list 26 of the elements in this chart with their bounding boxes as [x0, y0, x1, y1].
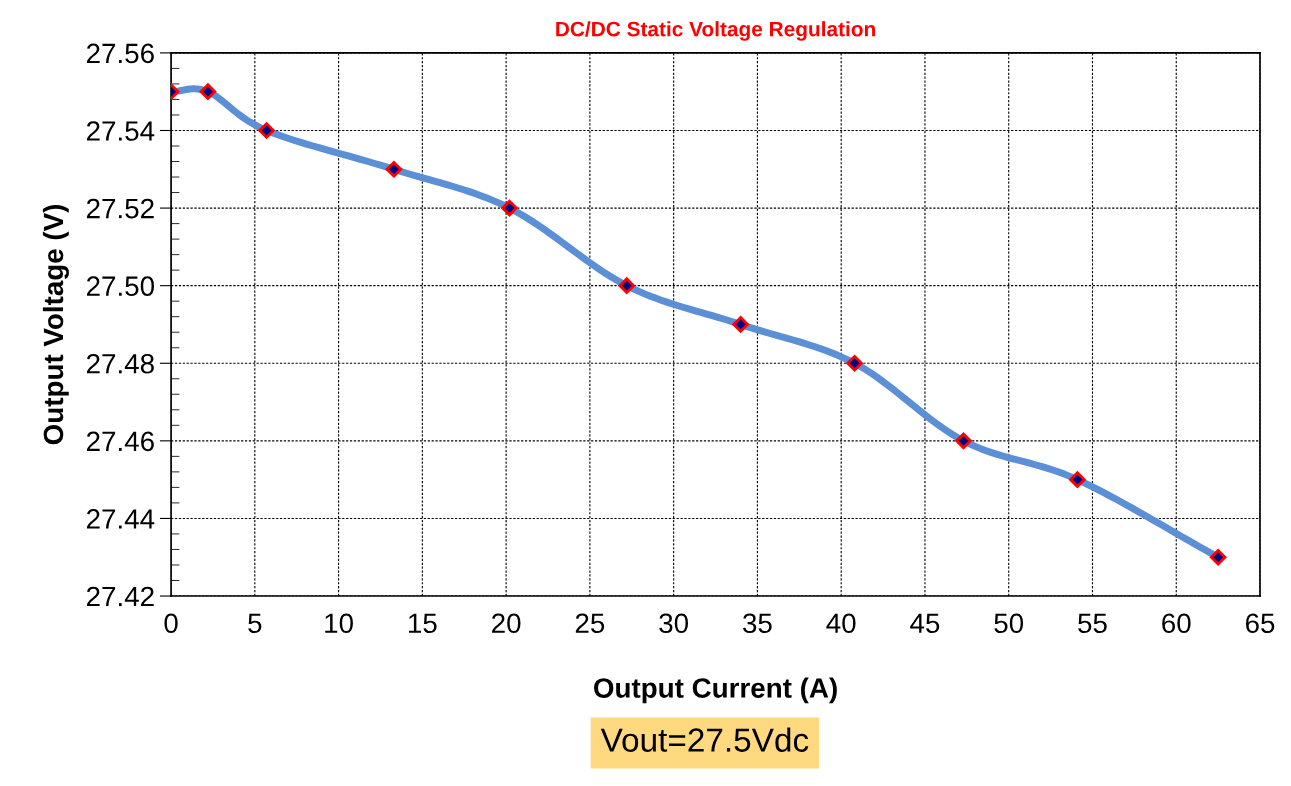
- x-tick-label: 55: [1078, 613, 1107, 634]
- y-tick-label: 27.48: [86, 353, 154, 374]
- x-tick-label: 5: [248, 613, 262, 634]
- x-tick-label: 10: [325, 613, 353, 634]
- x-tick-label: 25: [575, 613, 605, 634]
- x-tick-label: 50: [994, 613, 1024, 634]
- y-tick-label: 27.50: [86, 276, 155, 296]
- x-tick-label: 45: [910, 613, 940, 634]
- y-tick-label: 27.46: [86, 431, 154, 452]
- text: Vout=27.5Vdc: [600, 727, 809, 752]
- y-tick-label: 27.44: [86, 509, 155, 529]
- x-tick-label: 20: [492, 613, 521, 634]
- x-tick-label: 40: [826, 613, 856, 634]
- x-tick-label: 30: [659, 613, 689, 634]
- x-tick-label: 0: [164, 613, 178, 634]
- y-tick-label: 27.54: [86, 121, 155, 141]
- x-tick-label: 15: [409, 613, 437, 634]
- y-tick-label: 27.56: [86, 43, 154, 64]
- x-tick-label: 35: [743, 613, 772, 634]
- y-tick-label: 27.42: [86, 586, 154, 607]
- x-axis-title: Output Current (A): [594, 677, 837, 704]
- y-axis-title: Output Voltage (V): [42, 204, 69, 445]
- chart-title: DC/DC Static Voltage Regulation: [556, 21, 875, 41]
- x-tick-label: 60: [1162, 613, 1191, 634]
- y-tick-label: 27.52: [86, 198, 154, 219]
- x-tick-label: 65: [1245, 613, 1275, 634]
